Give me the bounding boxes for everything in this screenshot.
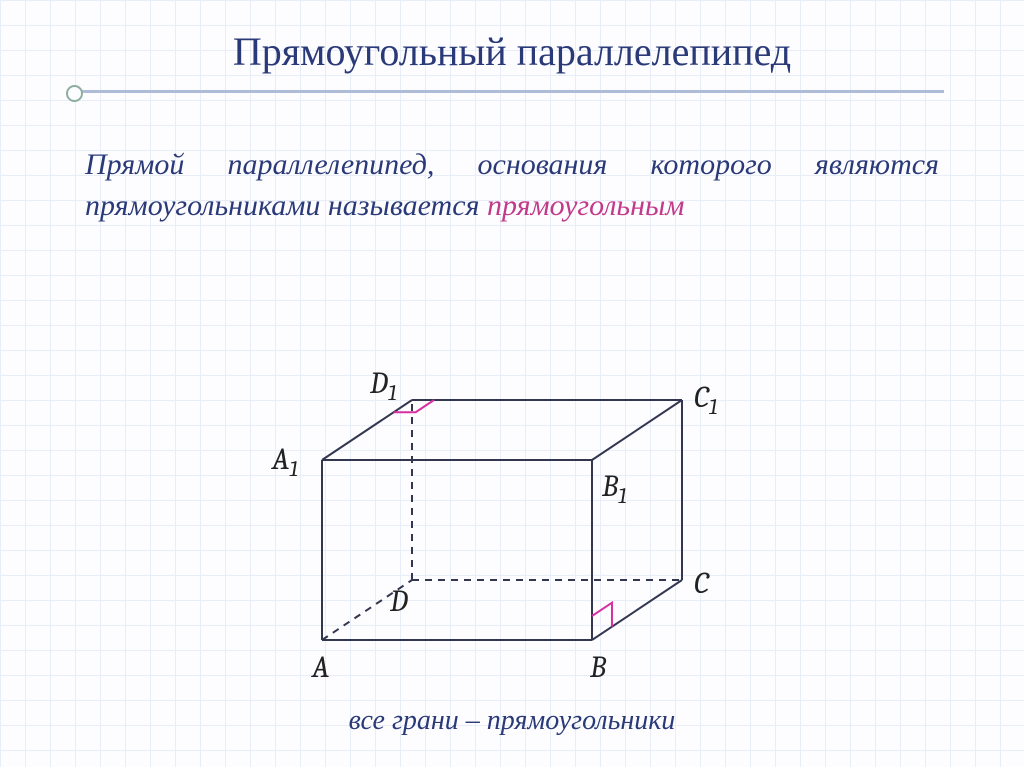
parallelepiped-diagram: A B C D A1 B1 C1 D1	[262, 290, 762, 690]
vertex-label-C1: C1	[694, 380, 718, 420]
vertex-label-D: D	[390, 584, 408, 619]
vertex-label-B: B	[590, 650, 606, 685]
footer-text: все грани – прямоугольники	[0, 705, 1024, 737]
vertex-label-D1: D1	[370, 366, 397, 406]
vertex-label-A1: A1	[272, 442, 298, 482]
definition-text: Прямой параллелепипед, основания которог…	[85, 145, 939, 226]
title-container: Прямоугольный параллелепипед	[0, 28, 1024, 75]
vertex-label-B1: B1	[602, 469, 627, 509]
definition-accent: прямоугольным	[487, 189, 684, 222]
vertex-label-C: C	[694, 566, 709, 601]
title-underline	[80, 90, 944, 93]
vertex-label-A: A	[312, 650, 329, 685]
diagram-svg	[262, 290, 762, 690]
page-title: Прямоугольный параллелепипед	[0, 28, 1024, 75]
